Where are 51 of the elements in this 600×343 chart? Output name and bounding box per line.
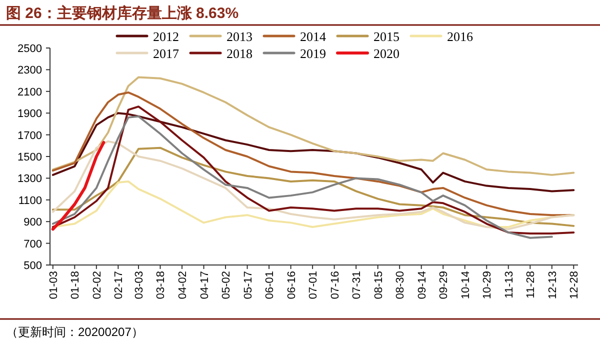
line-series [51,140,106,231]
y-tick-label: 1900 [18,108,42,120]
y-tick-label: 2500 [18,43,42,55]
x-tick-label: 11-13 [503,271,516,298]
x-tick-label: 09-14 [416,271,428,300]
legend-label: 2016 [447,29,474,44]
x-tick-label: 05-17 [242,271,254,300]
x-tick-label: 12-13 [546,271,559,300]
y-tick-label: 1300 [18,173,42,186]
x-tick-label: 06-01 [264,271,276,300]
y-tick-label: 1100 [18,194,42,207]
y-tick-label: 1500 [18,152,42,164]
x-tick-label: 04-02 [177,271,189,300]
x-tick-label: 07-16 [329,271,342,300]
text: （更新时间：20200207） [6,325,144,339]
x-tick-label: 01-03 [48,271,60,300]
y-tick-label: 2300 [18,64,42,77]
legend-label: 2018 [226,46,252,61]
x-tick-label: 02-02 [91,271,104,300]
y-tick-label: 900 [24,216,42,229]
y-tick-label: 2100 [18,86,42,98]
line-series [52,91,575,216]
x-tick-label: 03-18 [155,271,168,300]
x-tick-label: 09-29 [438,271,450,300]
x-tick-label: 06-16 [286,271,298,300]
legend-label: 2019 [300,46,326,61]
x-tick-label: 03-03 [133,271,146,300]
x-tick-label: 07-01 [308,271,320,300]
y-tick-label: 700 [24,238,42,250]
x-tick-label: 08-30 [394,271,407,300]
x-tick-label: 02-17 [113,271,126,300]
x-tick-label: 10-14 [460,271,472,300]
x-tick-label: 04-17 [198,271,211,300]
legend-label: 2013 [226,29,252,44]
legend-label: 2015 [374,29,400,44]
x-tick-label: 05-02 [220,271,233,300]
legend-label: 2017 [153,46,180,61]
y-tick-label: 500 [24,260,42,272]
line-series [52,76,575,176]
x-tick-label: 07-31 [351,271,364,300]
legend-label: 2012 [153,29,179,44]
x-tick-label: 01-18 [70,271,82,300]
y-tick-label: 1700 [18,130,42,142]
legend-label: 2014 [300,29,326,44]
legend-label: 2020 [374,46,400,61]
x-tick-label: 10-29 [482,271,494,300]
x-tick-label: 12-28 [568,271,581,300]
x-tick-label: 08-15 [372,271,385,300]
line-series [52,112,575,192]
chart-title: 图 26：主要钢材库存量上涨 8.63% [6,4,239,22]
x-tick-label: 11-28 [525,271,538,298]
